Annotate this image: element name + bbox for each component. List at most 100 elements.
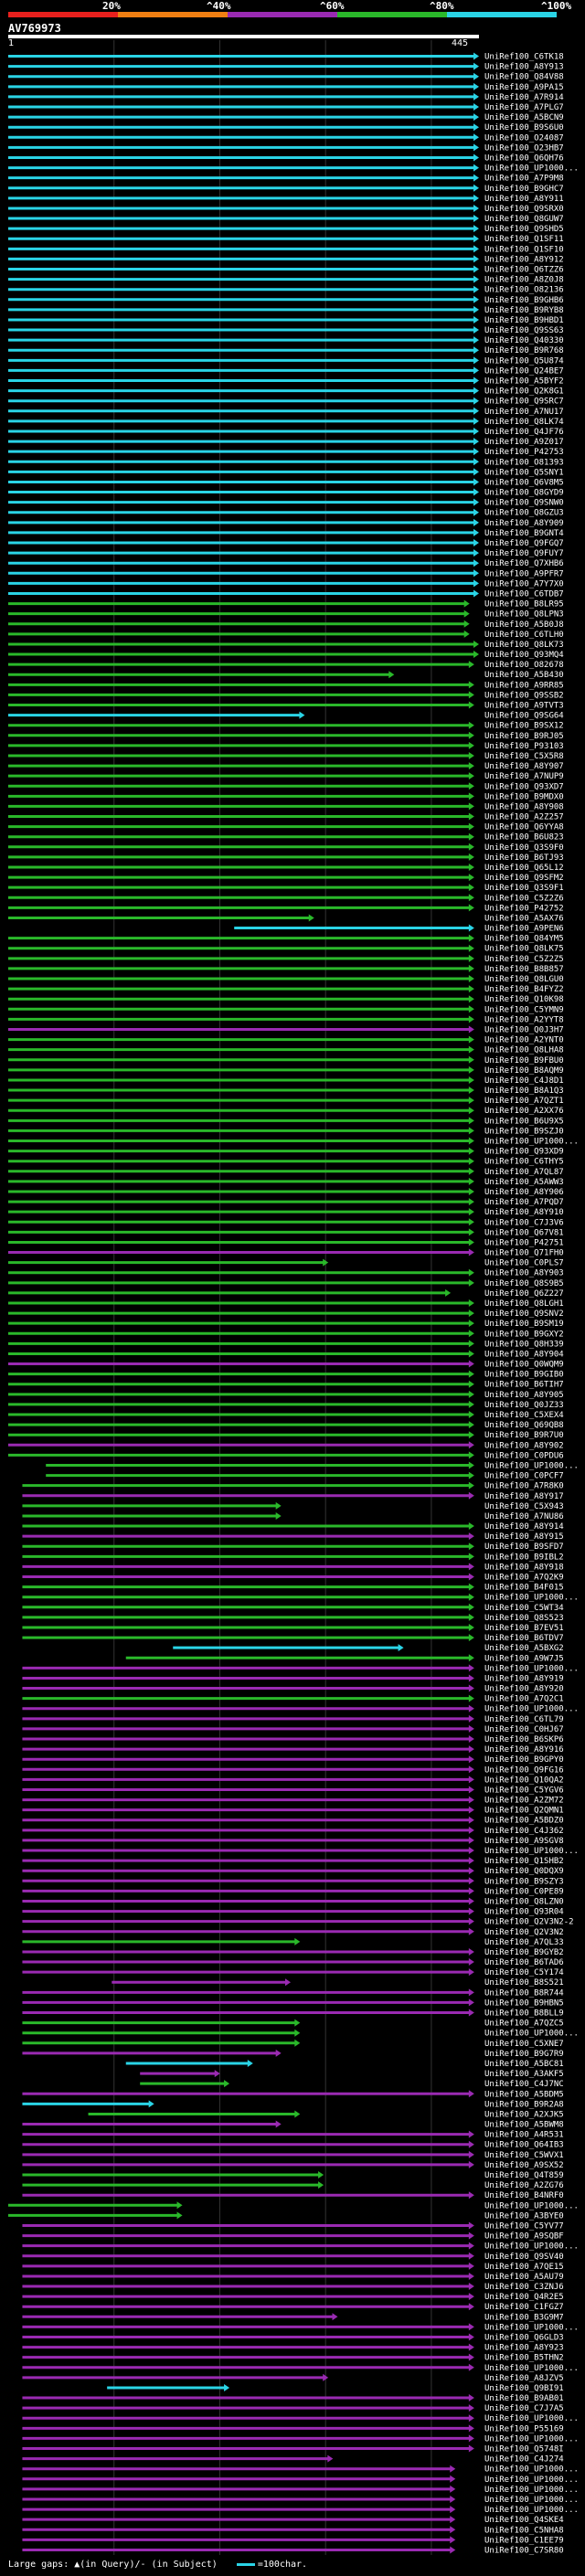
hit-id-link[interactable]: UniRef100_B6TDV7 — [484, 1634, 564, 1643]
hit-row[interactable]: UniRef100_B9S6U0 — [8, 123, 564, 133]
hit-row[interactable]: UniRef100_P93103 — [8, 741, 564, 751]
hit-row[interactable]: UniRef100_C6TL79 — [22, 1714, 564, 1724]
hit-id-link[interactable]: UniRef100_P42753 — [484, 448, 564, 457]
hit-id-link[interactable]: UniRef100_Q2V3N2-2 — [484, 1918, 574, 1927]
hit-id-link[interactable]: UniRef100_Q8GUW7 — [484, 215, 564, 224]
hit-id-link[interactable]: UniRef100_A7NU17 — [484, 408, 564, 417]
hit-row[interactable]: UniRef100_C7J3V6 — [8, 1218, 564, 1227]
hit-row[interactable]: UniRef100_A5B0J8 — [8, 620, 564, 630]
hit-row[interactable]: UniRef100_B9SFD7 — [22, 1542, 564, 1552]
hit-row[interactable]: UniRef100_Q67V81 — [8, 1228, 564, 1237]
hit-row[interactable]: UniRef100_B9MDX0 — [8, 792, 564, 801]
hit-row[interactable]: UniRef100_Q9SS63 — [8, 326, 564, 335]
hit-row[interactable]: UniRef100_UP1000... — [8, 2201, 579, 2210]
hit-id-link[interactable]: UniRef100_B9SZY3 — [484, 1877, 564, 1886]
hit-id-link[interactable]: UniRef100_Q0DQX9 — [484, 1867, 564, 1876]
hit-id-link[interactable]: UniRef100_Q24BE7 — [484, 366, 564, 376]
hit-id-link[interactable]: UniRef100_Q10K98 — [484, 995, 564, 1004]
hit-row[interactable]: UniRef100_Q2V3N2-2 — [22, 1917, 574, 1927]
hit-row[interactable]: UniRef100_O23HB7 — [8, 143, 564, 153]
hit-row[interactable]: UniRef100_A7QL33 — [22, 1937, 564, 1947]
hit-id-link[interactable]: UniRef100_Q8LGU0 — [484, 975, 564, 984]
hit-id-link[interactable]: UniRef100_C5XEX4 — [484, 1411, 564, 1420]
hit-id-link[interactable]: UniRef100_A8Y912 — [484, 255, 564, 264]
hit-id-link[interactable]: UniRef100_UP1000... — [484, 2486, 579, 2495]
hit-row[interactable]: UniRef100_B9GHC7 — [8, 184, 564, 194]
hit-row[interactable]: UniRef100_A5BC81 — [125, 2059, 564, 2069]
hit-row[interactable]: UniRef100_Q6V8M5 — [8, 478, 564, 487]
hit-row[interactable]: UniRef100_B9FBU0 — [8, 1055, 564, 1065]
hit-id-link[interactable]: UniRef100_Q5U874 — [484, 356, 564, 366]
hit-id-link[interactable]: UniRef100_C1EE79 — [484, 2536, 564, 2545]
hit-row[interactable]: UniRef100_B9IBL2 — [22, 1553, 564, 1562]
hit-id-link[interactable]: UniRef100_A7QL33 — [484, 1938, 564, 1947]
hit-row[interactable]: UniRef100_A7QZT1 — [8, 1097, 564, 1106]
hit-row[interactable]: UniRef100_C4J274 — [22, 2454, 564, 2465]
hit-id-link[interactable]: UniRef100_C4J274 — [484, 2455, 564, 2465]
hit-row[interactable]: UniRef100_B9HBN5 — [22, 1998, 564, 2008]
hit-row[interactable]: UniRef100_B6U9X5 — [8, 1117, 564, 1126]
hit-id-link[interactable]: UniRef100_C5WVX1 — [484, 2151, 564, 2160]
hit-row[interactable]: UniRef100_C4J8D1 — [8, 1076, 564, 1086]
hit-row[interactable]: UniRef100_A8Y923 — [22, 2343, 564, 2353]
hit-row[interactable]: UniRef100_B4F015 — [22, 1583, 564, 1593]
hit-row[interactable]: UniRef100_A7PLG7 — [8, 103, 564, 112]
hit-row[interactable]: UniRef100_Q65L12 — [8, 863, 564, 873]
hit-id-link[interactable]: UniRef100_A2ZM72 — [484, 1797, 564, 1806]
hit-row[interactable]: UniRef100_B9GXY2 — [8, 1330, 564, 1339]
hit-id-link[interactable]: UniRef100_Q8GZU3 — [484, 509, 564, 518]
hit-id-link[interactable]: UniRef100_B4F015 — [484, 1584, 564, 1593]
hit-id-link[interactable]: UniRef100_B9GHC7 — [484, 185, 564, 194]
hit-id-link[interactable]: UniRef100_B8A1Q3 — [484, 1087, 564, 1096]
hit-row[interactable]: UniRef100_Q5U874 — [8, 356, 564, 366]
hit-row[interactable]: UniRef100_B3G9M7 — [22, 2313, 564, 2322]
hit-id-link[interactable]: UniRef100_Q8S523 — [484, 1614, 564, 1623]
hit-row[interactable]: UniRef100_B6SKP6 — [22, 1735, 564, 1744]
hit-row[interactable]: UniRef100_Q24BE7 — [8, 366, 564, 376]
hit-row[interactable]: UniRef100_B8AQM9 — [8, 1065, 564, 1076]
hit-row[interactable]: UniRef100_A7QZC5 — [22, 2019, 564, 2029]
hit-row[interactable]: UniRef100_B9HBD1 — [8, 315, 564, 325]
hit-row[interactable]: UniRef100_B9RJ05 — [8, 731, 564, 741]
hit-row[interactable]: UniRef100_A5BYF2 — [8, 376, 564, 387]
hit-id-link[interactable]: UniRef100_Q93XD7 — [484, 782, 564, 791]
hit-row[interactable]: UniRef100_Q93MQ4 — [8, 651, 564, 660]
hit-row[interactable]: UniRef100_B9R2A8 — [22, 2100, 564, 2109]
hit-row[interactable]: UniRef100_C0PCF7 — [46, 1471, 564, 1481]
hit-id-link[interactable]: UniRef100_B9SM19 — [484, 1320, 564, 1329]
hit-row[interactable]: UniRef100_Q9SNW0 — [8, 498, 564, 508]
hit-row[interactable]: UniRef100_Q1SHB2 — [22, 1857, 564, 1866]
hit-row[interactable]: UniRef100_C5X943 — [22, 1501, 564, 1511]
hit-row[interactable]: UniRef100_A7NU17 — [8, 407, 564, 417]
hit-id-link[interactable]: UniRef100_A8Y907 — [484, 762, 564, 771]
hit-id-link[interactable]: UniRef100_Q2QMN1 — [484, 1807, 564, 1816]
hit-id-link[interactable]: UniRef100_Q4T859 — [484, 2171, 564, 2180]
hit-row[interactable]: UniRef100_B9SM19 — [8, 1320, 564, 1329]
hit-id-link[interactable]: UniRef100_C0PE89 — [484, 1887, 564, 1896]
hit-id-link[interactable]: UniRef100_Q4R2E5 — [484, 2293, 564, 2302]
hit-row[interactable]: UniRef100_A9PEN6 — [234, 924, 564, 934]
hit-id-link[interactable]: UniRef100_C0PDU6 — [484, 1451, 564, 1460]
hit-id-link[interactable]: UniRef100_C1FGZ7 — [484, 2303, 564, 2312]
hit-row[interactable]: UniRef100_A9SX52 — [22, 2160, 564, 2170]
hit-row[interactable]: UniRef100_Q8LK74 — [8, 417, 564, 427]
hit-id-link[interactable]: UniRef100_A5AWW3 — [484, 1178, 564, 1187]
hit-id-link[interactable]: UniRef100_B6U9X5 — [484, 1117, 564, 1126]
hit-id-link[interactable]: UniRef100_B5THN2 — [484, 2354, 564, 2363]
hit-id-link[interactable]: UniRef100_UP1000... — [484, 1461, 579, 1470]
hit-row[interactable]: UniRef100_UP1000... — [22, 2323, 579, 2332]
hit-row[interactable]: UniRef100_A9RR85 — [8, 681, 564, 690]
hit-id-link[interactable]: UniRef100_A8Y904 — [484, 1350, 564, 1359]
hit-row[interactable]: UniRef100_B9G7R9 — [22, 2049, 564, 2059]
hit-row[interactable]: UniRef100_Q4SKE4 — [22, 2516, 564, 2525]
hit-id-link[interactable]: UniRef100_O82136 — [484, 286, 564, 295]
hit-id-link[interactable]: UniRef100_O24087 — [484, 133, 564, 143]
hit-id-link[interactable]: UniRef100_Q65L12 — [484, 864, 564, 873]
hit-id-link[interactable]: UniRef100_Q1SF11 — [484, 235, 564, 244]
hit-row[interactable]: UniRef100_Q64IB3 — [22, 2140, 564, 2150]
hit-row[interactable]: UniRef100_B6TIH7 — [8, 1380, 564, 1390]
hit-id-link[interactable]: UniRef100_B9R768 — [484, 346, 564, 355]
hit-row[interactable]: UniRef100_Q9BI91 — [107, 2383, 564, 2393]
hit-row[interactable]: UniRef100_A8Y912 — [8, 255, 564, 264]
hit-row[interactable]: UniRef100_A8Y919 — [22, 1674, 564, 1683]
